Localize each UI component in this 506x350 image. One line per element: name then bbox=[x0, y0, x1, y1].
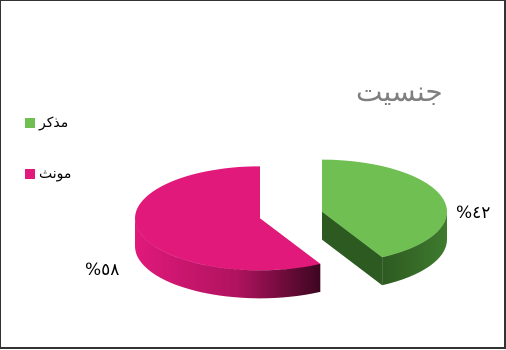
legend-swatch-female bbox=[25, 169, 35, 179]
legend-item-female: مونث bbox=[25, 166, 71, 182]
data-label-female: %٥٨ bbox=[85, 260, 120, 280]
pie-slice-male-side bbox=[382, 211, 447, 286]
legend-label-female: مونث bbox=[39, 166, 72, 182]
chart-title: جنسیت bbox=[356, 75, 443, 108]
pie-slice-female bbox=[135, 166, 321, 271]
legend-item-male: مذکر bbox=[25, 115, 68, 131]
legend-swatch-male bbox=[25, 118, 35, 128]
pie-slice-female-side bbox=[135, 218, 321, 299]
pie-slice-male bbox=[321, 159, 447, 258]
pie-slice-male-wall bbox=[321, 211, 383, 286]
data-label-male: %٤٢ bbox=[456, 203, 491, 223]
legend-label-male: مذکر bbox=[39, 115, 69, 131]
